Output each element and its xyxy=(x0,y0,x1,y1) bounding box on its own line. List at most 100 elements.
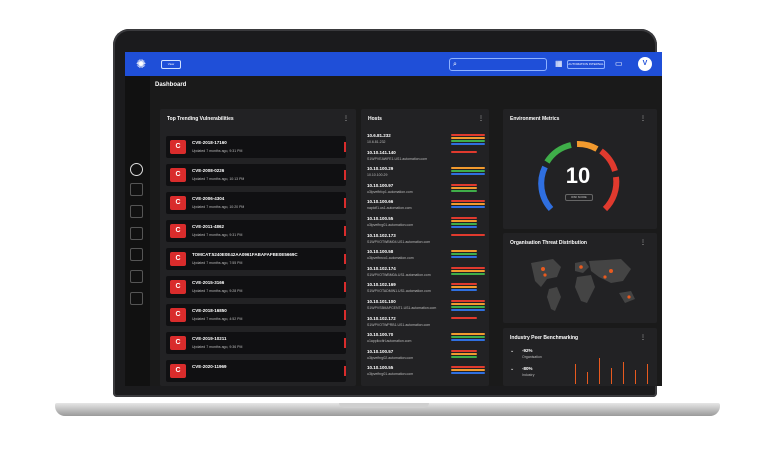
vulnerability-item[interactable]: C CVE-2020-11969 xyxy=(166,360,346,382)
host-row[interactable]: 10.10.100.55 u3lpvefhrg01.automation.com xyxy=(367,365,487,381)
vulnerability-item[interactable]: C CVE-2018-17160 Updated 7 months ago, 9… xyxy=(166,136,346,158)
host-severity-bar xyxy=(451,170,485,173)
host-ip: 10.10.141.140 xyxy=(367,149,396,155)
host-ip: 10.10.100.58 xyxy=(367,249,394,255)
host-row[interactable]: 10.10.102.169 S1WPVOTADMIN1.US1.automatio… xyxy=(367,282,487,298)
host-row[interactable]: 10.10.100.29 10.10.100.29 xyxy=(367,166,487,182)
host-row[interactable]: 10.10.100.57 u3lpvefhrg02.automation.com xyxy=(367,349,487,365)
host-severity-bar xyxy=(451,355,477,358)
host-ip: 10.10.100.70 xyxy=(367,332,394,338)
host-row[interactable]: 10.10.100.97 u3lpvefbfcp1.automation.com xyxy=(367,183,487,199)
host-row[interactable]: 10.10.100.70 u1appliccltrl.automation.com xyxy=(367,332,487,348)
trend-spike xyxy=(647,364,648,384)
host-row[interactable]: 10.10.141.140 S1WPVEAWFE1.US1.automation.… xyxy=(367,150,487,166)
host-severity-bar xyxy=(451,173,485,176)
host-severity-bar xyxy=(451,266,485,269)
host-severity-bar xyxy=(451,134,485,136)
host-severity-bar xyxy=(451,226,477,228)
down-arrow-icon: ⌄ xyxy=(510,348,515,354)
page-title: Dashboard xyxy=(155,82,187,88)
host-row[interactable]: 10.10.102.173 S1WPVOTWBM04.US1.automation… xyxy=(367,233,487,249)
environment-metrics-menu-icon[interactable]: ⋮ xyxy=(640,116,646,122)
severity-marker xyxy=(344,170,346,180)
vulnerabilities-menu-icon[interactable]: ⋮ xyxy=(343,116,349,122)
host-row[interactable]: 10.10.100.55 u3lpvefhrg01.automation.com xyxy=(367,216,487,232)
risk-score-value: 10 xyxy=(565,163,591,188)
host-severity-bar xyxy=(451,140,485,142)
benchmark-menu-icon[interactable]: ⋮ xyxy=(640,335,646,341)
vulnerability-item[interactable]: C TOMCAT:5240E0E42AA0961FABAFAFBE0E5669C… xyxy=(166,248,346,270)
severity-badge: C xyxy=(170,140,186,154)
vulnerability-updated: Updated 7 months ago, 4:52 PM xyxy=(192,317,243,321)
host-ip: 10.10.100.97 xyxy=(367,182,394,188)
sidebar-network-icon[interactable] xyxy=(130,227,143,240)
host-ip: 10.10.102.169 xyxy=(367,282,396,288)
host-severity-bar xyxy=(451,233,485,236)
gauge-orange-segment xyxy=(576,141,599,152)
severity-badge: C xyxy=(170,224,186,238)
host-name: napicfl1.us1.automation.com xyxy=(367,206,412,211)
grid-icon[interactable]: ▦ xyxy=(555,59,563,68)
sidebar-dashboard-icon[interactable] xyxy=(130,163,143,176)
search-input[interactable]: ⌕ xyxy=(449,58,547,71)
hosts-panel: Hosts ⋮ 10.6.81.232 10.6.81.232 10.10.141.… xyxy=(361,109,489,386)
vulnerability-name: CVE-2015-3166 xyxy=(192,280,225,285)
vulnerability-item[interactable]: C CVE-2006-4304 Updated 7 months ago, 10… xyxy=(166,192,346,214)
host-name: u3lpvefbnco1.automation.com xyxy=(367,256,414,261)
threat-distribution-menu-icon[interactable]: ⋮ xyxy=(640,240,646,246)
host-row[interactable]: 10.10.102.172 S1WPVOTWPRB1.US1.automation… xyxy=(367,316,487,332)
host-row[interactable]: 10.10.102.174 S1WPVOTWBM0A.US1.automation… xyxy=(367,266,487,282)
host-row[interactable]: 10.10.100.66 napicfl1.us1.automation.com xyxy=(367,199,487,215)
sidebar xyxy=(125,76,150,386)
sidebar-cloud-icon[interactable] xyxy=(130,183,143,196)
host-severity-bar xyxy=(451,309,485,311)
hosts-menu-icon[interactable]: ⋮ xyxy=(478,116,484,122)
host-severity-bar xyxy=(451,223,477,225)
message-icon[interactable]: ▭ xyxy=(615,59,623,68)
host-severity-bar xyxy=(451,256,477,259)
search-icon: ⌕ xyxy=(453,61,457,68)
host-name: S1WPVOTADMIN1.US1.automation.com xyxy=(367,289,431,294)
africa-shape xyxy=(575,275,595,303)
host-severity-bar xyxy=(451,333,485,336)
vulnerability-name: CVE-2011-4862 xyxy=(192,224,225,229)
trend-spike xyxy=(623,362,624,384)
host-row[interactable]: 10.6.81.232 10.6.81.232 xyxy=(367,133,487,149)
top-bar: ✺ View ⌕ ▦ AUTOMATION INTERNAL ▭ V xyxy=(125,52,662,76)
down-arrow-icon: ⌄ xyxy=(510,366,515,372)
view-pill-button[interactable]: View xyxy=(161,60,181,69)
host-severity-bar xyxy=(451,306,485,308)
sidebar-report-icon[interactable] xyxy=(130,270,143,283)
host-severity-bar xyxy=(451,283,477,286)
host-row[interactable]: 10.10.100.58 u3lpvefbnco1.automation.com xyxy=(367,249,487,265)
sidebar-folder-icon[interactable] xyxy=(130,205,143,218)
vulnerability-item[interactable]: C CVE-2015-3166 Updated 7 months ago, 9:… xyxy=(166,276,346,298)
benchmark-label: Organisation xyxy=(522,355,542,359)
host-severity-bar xyxy=(451,206,485,209)
benchmark-panel: Industry Peer Benchmarking ⋮ ⌄ -92% Orga… xyxy=(503,328,657,386)
world-map xyxy=(531,259,635,311)
host-name: S1WPVOTWBM0A.US1.automation.com xyxy=(367,272,431,277)
severity-marker xyxy=(344,338,346,348)
logo-icon[interactable]: ✺ xyxy=(135,57,147,71)
vulnerability-name: CVE-2020-11969 xyxy=(192,364,227,369)
avatar[interactable]: V xyxy=(638,57,652,71)
severity-marker xyxy=(344,310,346,320)
threat-distribution-title: Organisation Threat Distribution xyxy=(510,240,587,246)
vulnerability-item[interactable]: C CVE-2011-4862 Updated 7 months ago, 9:… xyxy=(166,220,346,242)
host-name: u3lpvefhrg01.automation.com xyxy=(367,372,414,377)
vulnerability-item[interactable]: C CVE-2008-0226 Updated 7 months ago, 10… xyxy=(166,164,346,186)
vulnerabilities-title: Top Trending Vulnerabilities xyxy=(167,116,234,122)
host-severity-bar xyxy=(451,269,485,272)
host-severity-bar xyxy=(451,300,485,302)
sidebar-document-icon[interactable] xyxy=(130,292,143,305)
vulnerability-name: CVE-2018-16850 xyxy=(192,308,227,313)
host-name: u1appliccltrl.automation.com xyxy=(367,339,412,344)
vulnerability-item[interactable]: C CVE-2018-16850 Updated 7 months ago, 4… xyxy=(166,304,346,326)
sidebar-layers-icon[interactable] xyxy=(130,248,143,261)
host-row[interactable]: 10.10.101.100 S1WPVS5MAPCENT1.US1.automat… xyxy=(367,299,487,315)
hosts-title: Hosts xyxy=(368,116,382,122)
vulnerability-item[interactable]: C CVE-2019-10211 Updated 7 months ago, 9… xyxy=(166,332,346,354)
organisation-selector[interactable]: AUTOMATION INTERNAL xyxy=(567,60,605,69)
vulnerability-updated: Updated 7 months ago, 9:36 PM xyxy=(192,345,243,349)
